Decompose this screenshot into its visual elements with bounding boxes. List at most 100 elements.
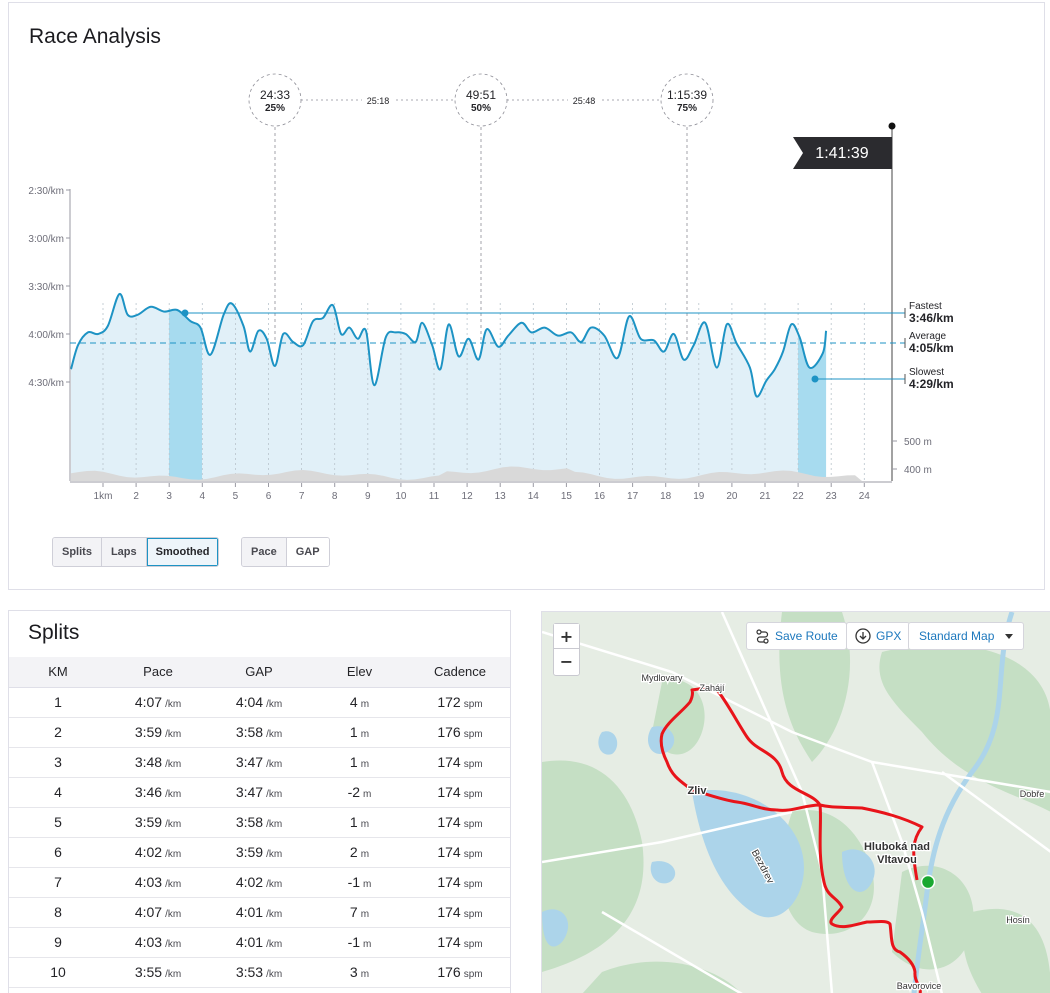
fastest-km-band[interactable] [169,203,202,481]
map-lake [842,849,875,892]
split-pace-unit: /km [165,939,182,950]
split-cadence-cell: 176 spm [410,957,510,988]
split-gap-unit: /km [266,939,283,950]
split-pace-value: 3:48 [134,754,163,770]
split-cadence-cell: 174 spm [410,807,510,838]
split-elev-unit: m [360,699,370,710]
split-gap-value: 4:04 [235,694,264,710]
split-row[interactable]: 8 4:07/km 4:01/km 7 m 174 spm [9,897,510,928]
start-marker[interactable] [920,874,936,890]
elevation-profile [71,466,862,481]
splits-view-button[interactable]: Splits [53,538,102,566]
split-cadence-unit: spm [463,819,483,830]
y-tick-label: 2:30/km [28,186,64,197]
map-place-label: Zliv [688,785,708,797]
split-gap-value: 3:53 [235,964,264,980]
split-gap-cell: 3:47/km [209,777,309,808]
split-cadence-value: 172 [437,694,461,710]
x-tick-label: 12 [462,491,474,502]
x-tick-label: 18 [660,491,672,502]
map-forest [963,908,1050,993]
chevron-down-icon [1005,633,1014,639]
split-elev-cell: -2 m [309,777,410,808]
x-tick-label: 22 [793,491,805,502]
split-gap-cell: 3:59/km [209,837,309,868]
split-gap-cell: 4:01/km [209,927,309,958]
split-gap-value: 4:01 [235,934,264,950]
pace-line[interactable] [70,292,828,398]
zoom-in-button[interactable]: + [554,624,579,649]
checkpoint-bubble [660,73,714,127]
split-row[interactable]: 3 3:48/km 3:47/km 1 m 174 spm [9,747,510,778]
split-elev-cell: -1 m [309,927,410,958]
split-row[interactable]: 9 4:03/km 4:01/km -1 m 174 spm [9,927,510,958]
split-gap-cell: 4:04/km [209,687,309,718]
split-row[interactable]: 6 4:02/km 3:59/km 2 m 174 spm [9,837,510,868]
split-gap-unit: /km [266,909,283,920]
split-row[interactable]: 5 3:59/km 3:58/km 1 m 174 spm [9,807,510,838]
split-cadence-value: 174 [437,904,461,920]
checkpoint-percent: 75% [677,103,697,114]
finish-time-flag [793,137,892,169]
map-river [911,612,1015,993]
split-pace-cell: 3:48/km [107,747,209,778]
split-km-cell: 4 [9,777,107,808]
map-place-label: Vltavou [877,854,917,866]
split-pace-unit: /km [165,879,182,890]
split-km-value: 1 [54,694,62,710]
split-elev-unit: m [360,909,370,920]
split-elev-value: 1 [349,724,358,740]
split-pace-unit: /km [165,909,182,920]
zoom-controls: + − [553,623,580,676]
split-elev-value: 4 [349,694,358,710]
split-row[interactable]: 10 3:55/km 3:53/km 3 m 176 spm [9,957,510,988]
split-pace-value: 3:59 [134,814,163,830]
gpx-download-button[interactable]: GPX [846,622,911,650]
laps-view-button[interactable]: Laps [101,538,147,566]
split-km-cell: 1 [9,687,107,718]
split-cadence-value: 174 [437,814,461,830]
split-cadence-value: 174 [437,874,461,890]
split-cadence-unit: spm [463,909,483,920]
route-map[interactable]: Mydlovary Zahájí Zliv Hluboká nad Vltavou Bez… [541,611,1050,993]
map-type-label: Standard Map [919,629,995,643]
split-km-value: 7 [54,874,62,890]
split-pace-unit: /km [165,969,182,980]
map-lake [692,790,804,918]
route-path[interactable] [659,687,924,993]
split-gap-unit: /km [266,729,283,740]
splits-panel: Splits KM Pace GAP Elev Cadence 1 4:07/km… [8,610,511,993]
split-row[interactable]: 2 3:59/km 3:58/km 1 m 176 spm [9,717,510,748]
smoothed-view-button[interactable]: Smoothed [146,538,219,566]
split-elev-unit: m [360,969,370,980]
split-elev-unit: m [363,789,372,800]
split-gap-unit: /km [266,819,283,830]
zoom-out-button[interactable]: − [554,649,579,674]
split-gap-value: 4:02 [235,874,264,890]
average-marker-value: 4:05/km [909,341,954,355]
split-row[interactable]: 7 4:03/km 4:02/km -1 m 174 spm [9,867,510,898]
save-route-button[interactable]: Save Route [746,622,847,650]
split-elev-value: 2 [349,844,358,860]
split-gap-cell: 4:01/km [209,897,309,928]
split-elev-value: 7 [349,904,358,920]
split-cadence-unit: spm [463,849,483,860]
split-pace-cell: 3:59/km [107,807,209,838]
x-tick-label: 2 [133,491,139,502]
slowest-pace-dot[interactable] [811,375,819,383]
gap-metric-button[interactable]: GAP [286,538,329,566]
pace-metric-button[interactable]: Pace [242,538,287,566]
split-row[interactable]: 4 3:46/km 3:47/km -2 m 174 spm [9,777,510,808]
fastest-pace-dot[interactable] [181,309,189,317]
map-road [542,630,1050,794]
split-row[interactable]: 1 4:07/km 4:04/km 4 m 172 spm [9,687,510,718]
split-gap-unit: /km [266,879,283,890]
checkpoint-time: 49:51 [466,88,496,102]
split-gap-unit: /km [266,849,283,860]
map-type-dropdown[interactable]: Standard Map [908,622,1025,650]
map-place-label: Hluboká nad [864,841,930,853]
